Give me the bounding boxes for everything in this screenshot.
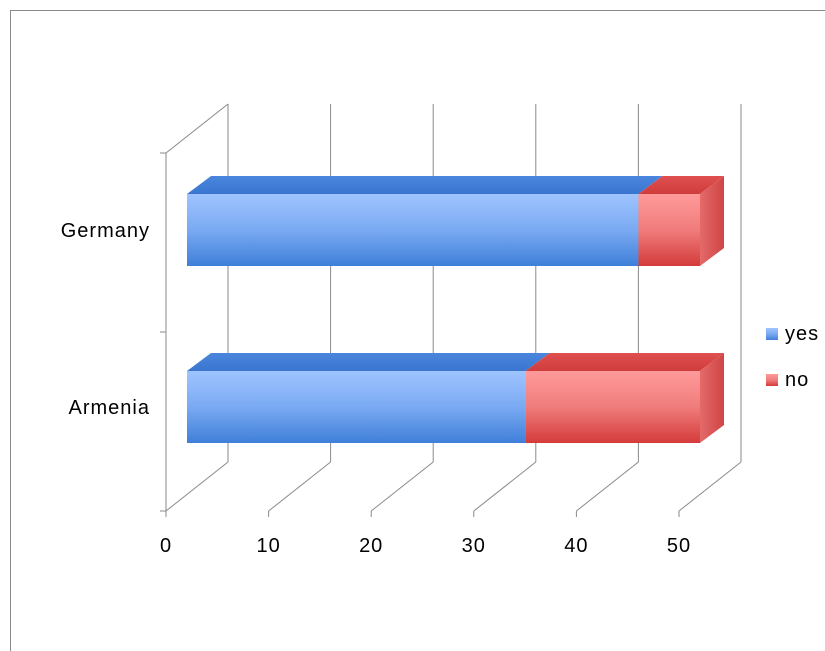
bar-side-no-armenia [700, 353, 724, 443]
y-category-label: Armenia [69, 397, 150, 419]
x-axis: 0 10 20 30 40 50 [160, 511, 691, 557]
chart-frame [10, 10, 825, 651]
bar-side-no-germany [700, 176, 724, 266]
legend: yes no [766, 323, 819, 391]
legend-swatch-yes [766, 328, 778, 340]
bar-yes-armenia [187, 371, 526, 443]
floor-gridline [165, 461, 229, 512]
legend-label-no: no [785, 369, 809, 391]
side-wall-top [165, 103, 229, 154]
bar-no-germany [638, 194, 700, 266]
chart-svg: 0 10 20 30 40 50 Armenia Germany yes no [61, 103, 819, 557]
bar-top-no-germany [638, 176, 724, 194]
floor-gridline [268, 461, 331, 512]
x-tick-label: 0 [160, 535, 172, 557]
bar-yes-germany [187, 194, 639, 266]
bars [187, 176, 724, 443]
x-tick-label: 30 [462, 535, 486, 557]
x-tick-label: 40 [564, 535, 588, 557]
legend-label-yes: yes [785, 323, 819, 345]
floor-gridline [370, 461, 434, 512]
bar-top-no-armenia [525, 353, 724, 371]
floor-gridline [473, 461, 537, 512]
chart-walls [165, 103, 742, 512]
x-tick-label: 50 [667, 535, 691, 557]
legend-swatch-no [766, 374, 778, 386]
floor-gridline [678, 461, 742, 512]
floor-gridline [576, 461, 639, 512]
bar-no-armenia [525, 371, 700, 443]
bar-top-yes-germany [187, 176, 663, 194]
bar-top-yes-armenia [187, 353, 550, 371]
x-tick-label: 20 [359, 535, 383, 557]
y-category-label: Germany [61, 220, 150, 242]
y-axis: Armenia Germany [61, 152, 167, 512]
x-tick-label: 10 [256, 535, 280, 557]
